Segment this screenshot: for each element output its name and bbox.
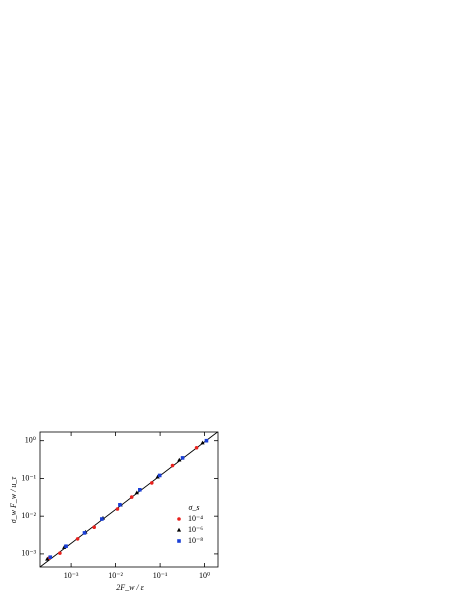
point <box>157 473 162 478</box>
y-tick-label: 10⁰ <box>25 436 36 445</box>
legend-marker <box>177 517 181 521</box>
point <box>170 463 175 468</box>
point <box>134 490 139 495</box>
point <box>129 495 134 499</box>
plot-frame <box>39 431 219 568</box>
legend-marker <box>176 527 182 532</box>
x-tick-label: 10⁻² <box>108 571 123 580</box>
y-tick-label: 10⁻³ <box>21 549 36 558</box>
point <box>200 440 205 445</box>
x-tick-label: 10⁻³ <box>64 571 79 580</box>
point <box>204 438 209 443</box>
x-axis-label: 2F_w / ε <box>116 583 144 592</box>
point <box>45 556 50 561</box>
point <box>48 555 53 559</box>
point <box>100 517 104 521</box>
x-tick-label: 10⁰ <box>199 571 210 580</box>
point <box>118 503 122 507</box>
legend-label: 10⁻⁸ <box>188 536 203 545</box>
point <box>155 474 160 479</box>
point <box>82 531 87 535</box>
legend-title: σ_s <box>188 503 199 512</box>
legend-marker <box>177 539 181 543</box>
y-tick-label: 10⁻² <box>21 511 36 520</box>
point <box>115 507 120 511</box>
point <box>138 487 142 492</box>
point <box>177 457 182 462</box>
point <box>149 481 154 485</box>
point <box>58 551 62 555</box>
y-tick-label: 10⁻¹ <box>21 473 36 482</box>
legend-label: 10⁻⁶ <box>188 525 203 534</box>
y-axis-label: σ_w F_w / u_τ <box>9 476 18 524</box>
point <box>64 544 68 549</box>
point <box>180 456 185 460</box>
legend-label: 10⁻⁴ <box>188 514 203 523</box>
point <box>92 525 96 530</box>
x-tick-label: 10⁻¹ <box>153 571 168 580</box>
point <box>75 537 80 541</box>
reference-line <box>39 431 218 568</box>
point <box>194 445 199 450</box>
